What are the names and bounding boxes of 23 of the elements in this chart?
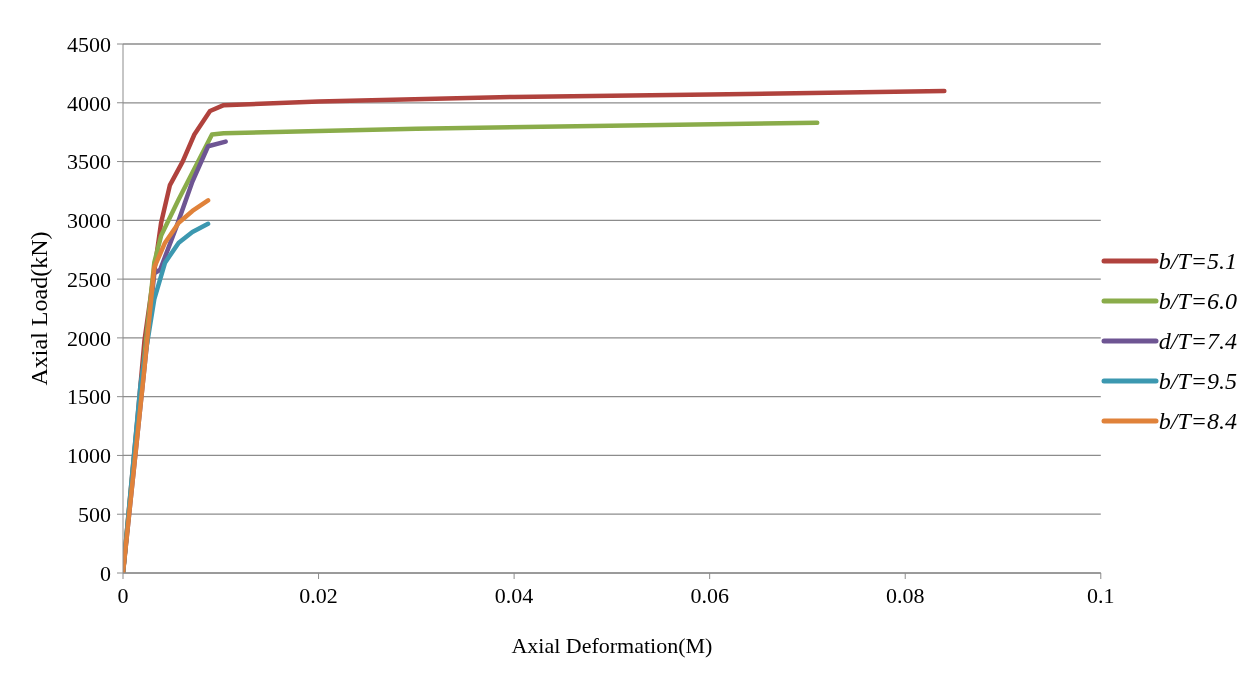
legend-label: d/T=7.4 <box>1158 326 1237 356</box>
y-tick-label: 0 <box>100 560 111 586</box>
y-tick-label: 500 <box>78 502 111 528</box>
y-tick-label: 2500 <box>67 266 111 292</box>
y-tick-label: 2000 <box>67 325 111 351</box>
x-tick-label: 0.1 <box>1087 582 1115 608</box>
legend-label: b/T=5.1 <box>1158 246 1237 276</box>
y-tick-label: 4000 <box>67 90 111 116</box>
x-tick-label: 0.08 <box>885 582 925 608</box>
y-tick-label: 1500 <box>67 384 111 410</box>
x-axis-title: Axial Deformation(M) <box>511 633 713 658</box>
legend-label: b/T=6.0 <box>1158 286 1237 316</box>
y-tick-label: 4500 <box>67 31 111 57</box>
x-tick-label: 0 <box>117 582 129 608</box>
y-tick-label: 3000 <box>67 208 111 234</box>
x-tick-label: 0.04 <box>494 582 534 608</box>
y-tick-label: 3500 <box>67 149 111 175</box>
legend-label: b/T=9.5 <box>1158 366 1237 396</box>
y-tick-label: 1000 <box>67 443 111 469</box>
legend-label: b/T=8.4 <box>1158 406 1237 436</box>
x-tick-label: 0.06 <box>690 582 729 608</box>
y-axis-title: Axial Load(kN) <box>25 231 52 386</box>
x-tick-label: 0.02 <box>299 582 338 608</box>
